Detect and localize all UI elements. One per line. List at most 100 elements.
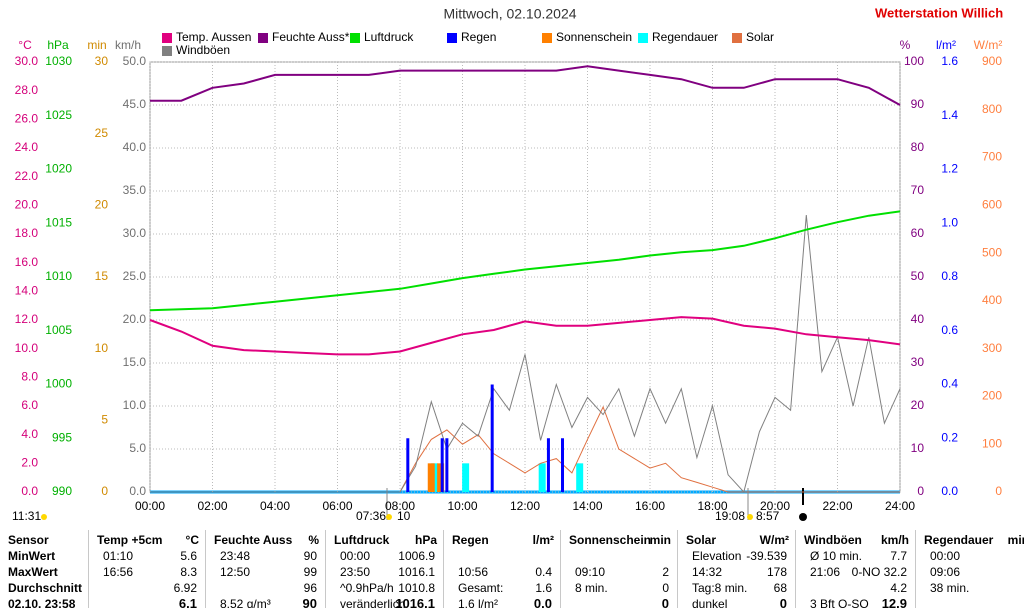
legend-label: Feuchte Auss*: [272, 30, 350, 44]
cell-label: 21:06: [810, 565, 841, 579]
cell-value: 1016.1: [395, 596, 435, 608]
y-tick-label: 400: [982, 293, 1002, 307]
cell-value: 5.6: [180, 549, 197, 563]
series-bar: [490, 384, 494, 492]
cell-label: 23:50: [340, 565, 371, 579]
cell-label: 38 min.: [930, 581, 970, 595]
cell-label: 09:10: [575, 565, 606, 579]
column-title: Regendauer: [924, 533, 994, 547]
y-tick-label: 10.0: [123, 398, 147, 412]
y-tick-label: 1020: [45, 162, 72, 176]
cell-label: 00:00: [930, 549, 961, 563]
y-tick-label: 600: [982, 198, 1002, 212]
series-line: [150, 215, 901, 494]
annotation: 07:36: [356, 509, 386, 523]
cell-value: -39.539: [746, 549, 787, 563]
stats-column: Regendauer min 00:00 09:06 38 min.: [915, 530, 1024, 608]
cell-label: dunkel: [692, 597, 728, 608]
y-tick-label: 80: [911, 140, 925, 154]
y-tick-label: 50: [911, 269, 925, 283]
column-title: Solar: [686, 533, 717, 547]
series-bar: [440, 438, 444, 492]
y-tick-label: 10: [95, 341, 109, 355]
column-title: Sensor: [8, 533, 49, 547]
y-tick-label: 40: [911, 312, 925, 326]
axis-unit: hPa: [47, 38, 69, 52]
y-tick-label: 800: [982, 102, 1002, 116]
cell-value: 6.92: [173, 581, 197, 595]
series-line: [149, 316, 901, 356]
series-bar: [427, 463, 435, 492]
y-tick-label: 25: [95, 126, 109, 140]
x-tick-label: 22:00: [822, 499, 852, 513]
y-tick-label: 990: [52, 484, 72, 498]
x-tick-label: 14:00: [572, 499, 602, 513]
annotation: 19:08: [715, 509, 745, 523]
cell-value: 90: [303, 549, 317, 563]
column-title: Luftdruck: [334, 533, 390, 547]
x-tick-label: 04:00: [260, 499, 290, 513]
cell-label: 12:50: [220, 565, 251, 579]
y-tick-label: 22.0: [15, 169, 39, 183]
y-tick-label: 0.8: [941, 269, 958, 283]
stats-column: Sonnenschein min 09:10 2 8 min. 0 0: [560, 530, 677, 608]
cell-value: 0.4: [535, 565, 552, 579]
cell-label: 23:48: [220, 549, 251, 563]
cell-label: 14:32: [692, 565, 723, 579]
annotation: 8:57: [756, 509, 780, 523]
y-tick-label: 24.0: [15, 140, 39, 154]
y-tick-label: 20: [911, 398, 925, 412]
y-tick-label: 0: [101, 484, 108, 498]
moon-icon: [799, 513, 807, 521]
cell-label: Tag:8 min.: [692, 581, 748, 595]
y-tick-label: 15.0: [123, 355, 147, 369]
legend-label: Regendauer: [652, 30, 718, 44]
column-unit: hPa: [414, 533, 437, 547]
y-tick-label: 90: [911, 97, 925, 111]
y-tick-label: 1010: [45, 269, 72, 283]
legend-label: Regen: [461, 30, 496, 44]
column-unit: l/m²: [532, 533, 554, 547]
axis-unit: km/h: [115, 38, 141, 52]
y-tick-label: 200: [982, 389, 1002, 403]
cell-value: 12.9: [881, 596, 907, 608]
cell-label: 16:56: [103, 565, 134, 579]
y-tick-label: 1.6: [941, 54, 958, 68]
row-label: Durchschnitt: [8, 581, 83, 595]
y-tick-label: 70: [911, 183, 925, 197]
series-bar: [437, 463, 445, 492]
row-label: MaxWert: [8, 565, 58, 579]
y-tick-label: 16.0: [15, 255, 39, 269]
y-tick-label: 60: [911, 226, 925, 240]
y-tick-label: 10.0: [15, 341, 39, 355]
cell-value: 0-NO 32.2: [851, 565, 907, 579]
legend-label: Windböen: [176, 43, 230, 57]
y-tick-label: 300: [982, 341, 1002, 355]
cell-label: 10:56: [458, 565, 489, 579]
cell-value: 96: [303, 581, 317, 595]
y-tick-label: 6.0: [21, 398, 38, 412]
cell-value: 1016.1: [398, 565, 435, 579]
y-tick-label: 18.0: [15, 226, 39, 240]
sun-icon: [41, 514, 47, 520]
legend-label: Solar: [746, 30, 774, 44]
y-tick-label: 40.0: [123, 140, 147, 154]
legend-label: Luftdruck: [364, 30, 414, 44]
column-unit: W/m²: [759, 533, 789, 547]
y-tick-label: 100: [982, 436, 1002, 450]
column-unit: %: [308, 533, 319, 547]
column-title: Regen: [452, 533, 489, 547]
legend-swatch: [638, 33, 648, 43]
legend-swatch: [162, 33, 172, 43]
sunrise-icon: [386, 514, 392, 520]
cell-value: 6.1: [178, 596, 197, 608]
chart-title: Mittwoch, 02.10.2024: [443, 6, 576, 22]
cell-label: 1.6 l/m²: [458, 597, 499, 608]
y-tick-label: 10: [911, 441, 925, 455]
y-tick-label: 25.0: [123, 269, 147, 283]
cell-label: ^0.9hPa/h: [340, 581, 394, 595]
cell-value: 99: [303, 565, 317, 579]
y-tick-label: 30: [911, 355, 925, 369]
annotation: 10: [397, 509, 411, 523]
